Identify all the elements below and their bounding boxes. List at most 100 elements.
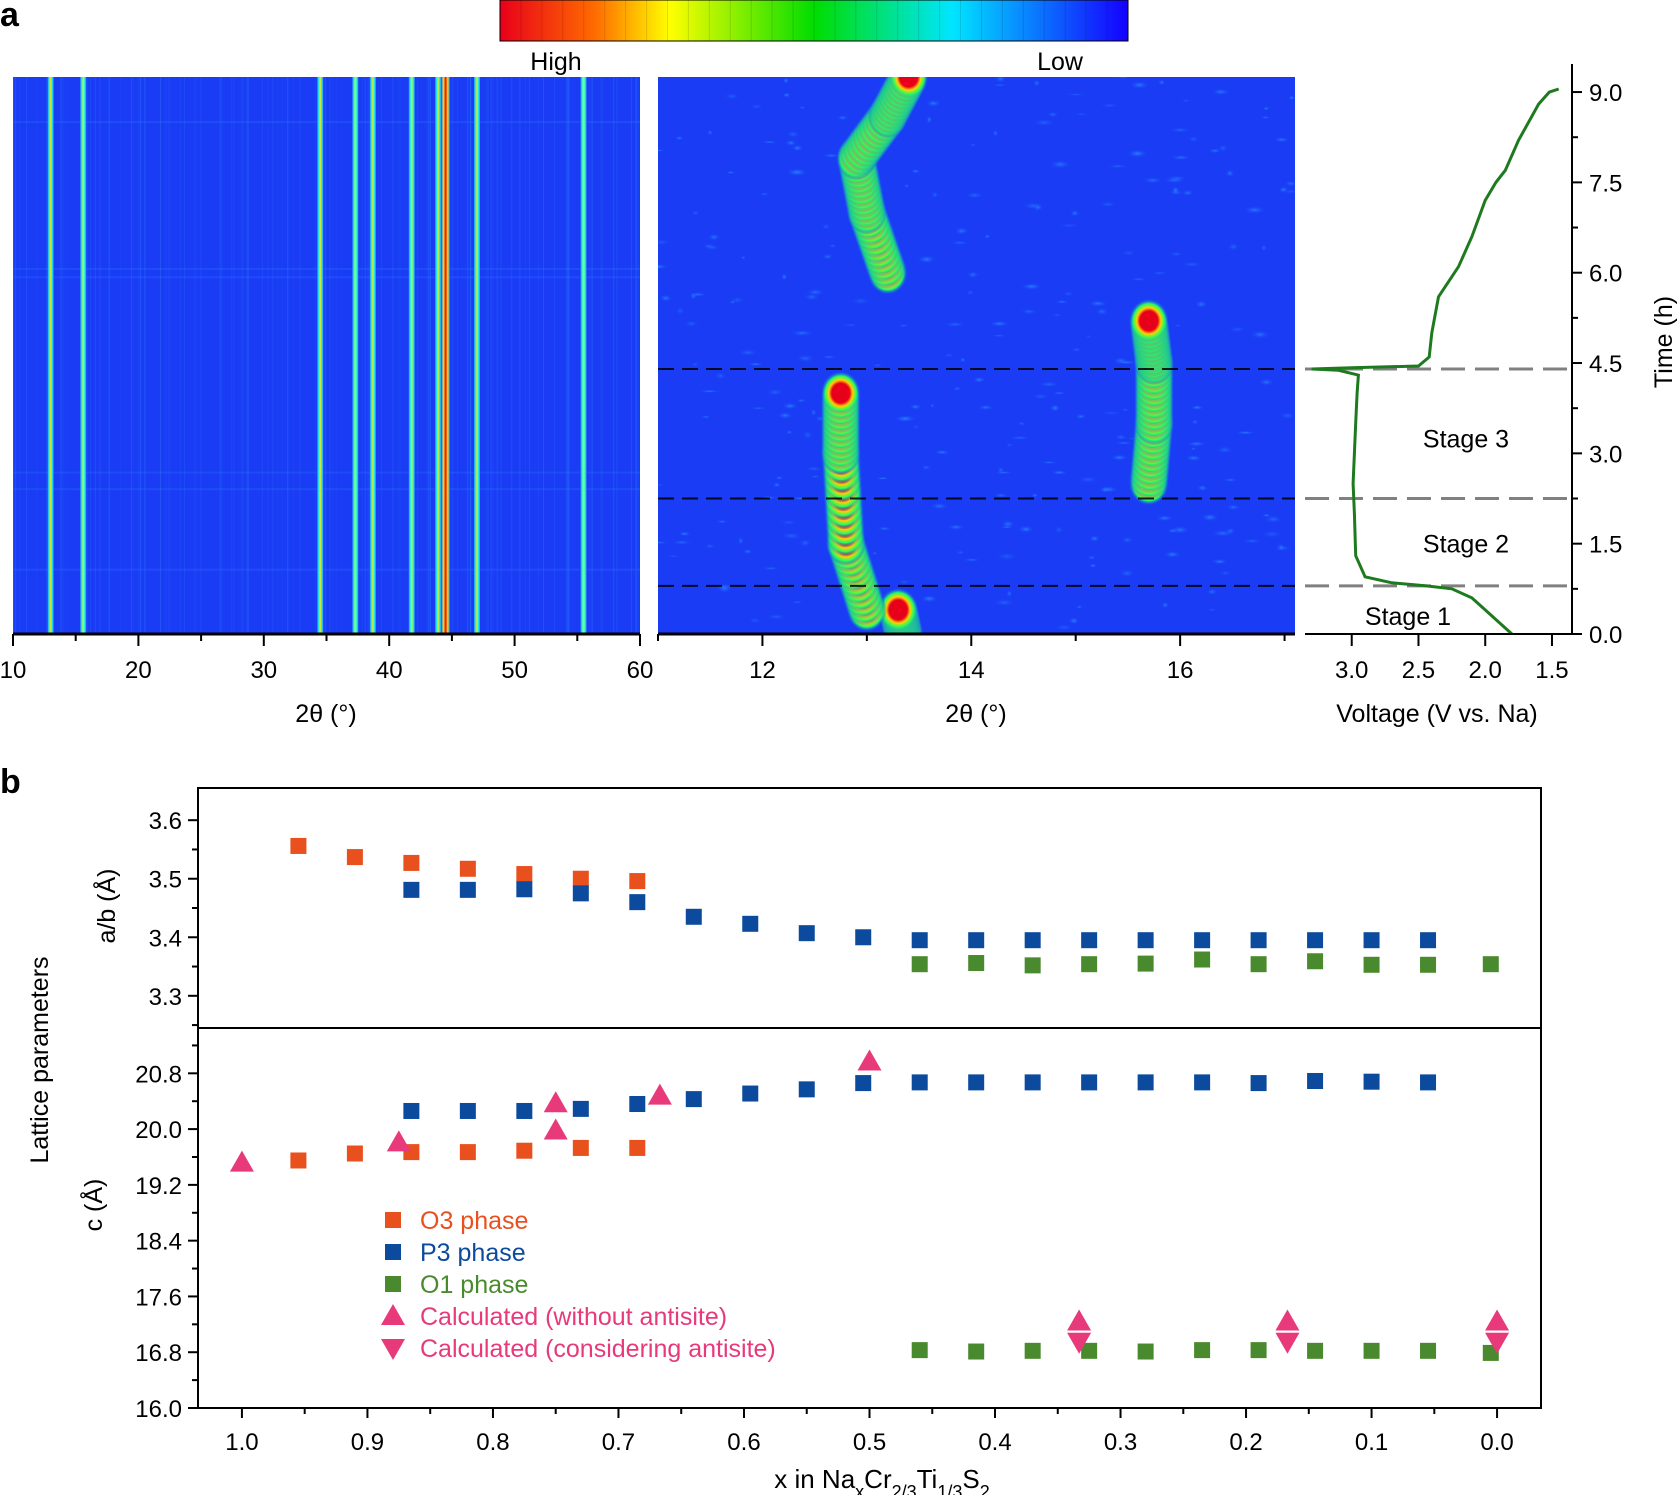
- data-point: [1250, 1075, 1267, 1092]
- heatmap-noise-speck: [795, 398, 807, 403]
- heatmap-texture-line: [45, 77, 47, 634]
- heatmap-texture-line: [616, 77, 618, 634]
- heatmap-noise-speck: [1217, 144, 1229, 153]
- heatmap-texture-line: [26, 77, 28, 634]
- heatmap-noise-speck: [791, 144, 804, 152]
- heatmap-texture-line: [398, 77, 400, 634]
- heatmap-noise-speck: [781, 402, 799, 410]
- data-point: [798, 1081, 815, 1098]
- heatmap-texture-line: [247, 77, 249, 634]
- heatmap-noise-speck: [993, 470, 1014, 475]
- heatmap-texture-line: [367, 77, 369, 634]
- heatmap-noise-speck: [1224, 527, 1236, 535]
- heatmap-noise-speck: [995, 552, 1019, 561]
- heatmap-noise-speck: [803, 466, 824, 472]
- heatmap-noise-speck: [795, 354, 816, 363]
- data-point: [516, 1102, 533, 1119]
- colorbar-gradient: [499, 0, 1129, 42]
- heatmap-noise-speck: [1151, 271, 1169, 276]
- x-tick-label: 1.0: [225, 1429, 258, 1456]
- heatmap-noise-speck: [1085, 334, 1092, 339]
- data-point: [1485, 1309, 1510, 1331]
- heatmap-noise-speck: [991, 83, 1008, 87]
- heatmap-noise-speck: [871, 551, 878, 555]
- heatmap-noise-speck: [821, 355, 837, 359]
- heatmap-texture-line: [219, 77, 221, 634]
- x-tick-label: 14: [958, 657, 985, 684]
- heatmap-noise-speck: [1249, 330, 1271, 340]
- y-tick-label: 0.0: [1589, 622, 1622, 649]
- heatmap-noise-speck: [778, 519, 799, 526]
- heatmap-noise-speck: [1053, 623, 1075, 631]
- data-point: [516, 866, 533, 883]
- heatmap-noise-speck: [713, 371, 728, 381]
- heatmap-noise-speck: [893, 414, 917, 423]
- data-point: [516, 881, 533, 898]
- heatmap-noise-speck: [677, 531, 692, 537]
- data-point: [1363, 956, 1380, 973]
- heatmap-texture-line: [567, 77, 569, 634]
- heatmap-noise-speck: [1200, 513, 1220, 522]
- heatmap-texture-line: [614, 77, 616, 634]
- stage-label: Stage 1: [1365, 603, 1451, 631]
- heatmap-texture-line: [108, 77, 110, 634]
- data-point: [1194, 1342, 1211, 1359]
- composition-x-label: x in NaxCr2/3Ti1/3S2: [774, 1464, 989, 1495]
- heatmap-noise-speck: [1234, 430, 1257, 435]
- heatmap-noise-speck: [688, 292, 708, 297]
- data-point: [1137, 932, 1154, 949]
- heatmap-noise-speck: [1166, 528, 1180, 534]
- heatmap-noise-speck: [715, 519, 729, 524]
- legend-marker: [385, 1244, 401, 1260]
- heatmap-full-x-label: 2θ (°): [295, 700, 356, 728]
- heatmap-texture-line: [13, 77, 15, 634]
- heatmap-noise-speck: [725, 170, 736, 175]
- x-tick-label: 0.4: [978, 1429, 1011, 1456]
- x-tick-label: 1.5: [1535, 657, 1568, 684]
- data-point: [1307, 953, 1324, 970]
- heatmap-noise-speck: [836, 114, 850, 121]
- heatmap-noise-speck: [1101, 411, 1122, 416]
- heatmap-noise-speck: [1049, 403, 1061, 413]
- heatmap-noise-speck: [988, 320, 1011, 327]
- data-point: [1420, 932, 1437, 949]
- heatmap-noise-speck: [1263, 514, 1283, 524]
- heatmap-noise-speck: [1120, 536, 1134, 544]
- heatmap-texture-line: [247, 77, 249, 634]
- data-point: [459, 881, 476, 898]
- x-tick-label: 50: [501, 657, 528, 684]
- heatmap-texture-line: [261, 77, 263, 634]
- heatmap-texture-line: [500, 77, 502, 634]
- x-tick-label: 40: [376, 657, 403, 684]
- heatmap-noise-speck: [916, 255, 937, 264]
- heatmap-noise-speck: [698, 389, 721, 393]
- heatmap-texture-line: [183, 77, 185, 634]
- x-tick-label: 0.8: [476, 1429, 509, 1456]
- data-point: [1194, 932, 1211, 949]
- legend-marker: [385, 1276, 401, 1292]
- heatmap-noise-speck: [1180, 98, 1192, 103]
- heatmap-noise-speck: [747, 362, 765, 367]
- heatmap-noise-speck: [785, 429, 794, 435]
- y-tick-label: 3.5: [149, 867, 182, 894]
- heatmap-zoom-x-label: 2θ (°): [945, 700, 1006, 728]
- data-point: [386, 1130, 411, 1152]
- heatmap-noise-speck: [1129, 277, 1148, 282]
- heatmap-texture-line: [200, 77, 202, 634]
- heatmap-texture-line: [613, 77, 615, 634]
- data-point: [1420, 1342, 1437, 1359]
- heatmap-noise-speck: [1088, 563, 1098, 569]
- heatmap-texture-line: [361, 77, 363, 634]
- heatmap-texture-band: [13, 471, 640, 474]
- heatmap-noise-speck: [1046, 111, 1060, 118]
- heatmap-noise-speck: [658, 239, 672, 246]
- heatmap-texture-line: [60, 77, 62, 634]
- heatmap-texture-line: [470, 77, 472, 634]
- legend-label: O3 phase: [420, 1207, 528, 1235]
- time-y-label: Time (h): [1650, 296, 1678, 388]
- heatmap-noise-speck: [1169, 127, 1192, 133]
- data-point: [647, 1083, 672, 1105]
- y-tick-label: 1.5: [1589, 532, 1622, 559]
- y-tick-label: 6.0: [1589, 261, 1622, 288]
- y-tick-label: 3.6: [149, 808, 182, 835]
